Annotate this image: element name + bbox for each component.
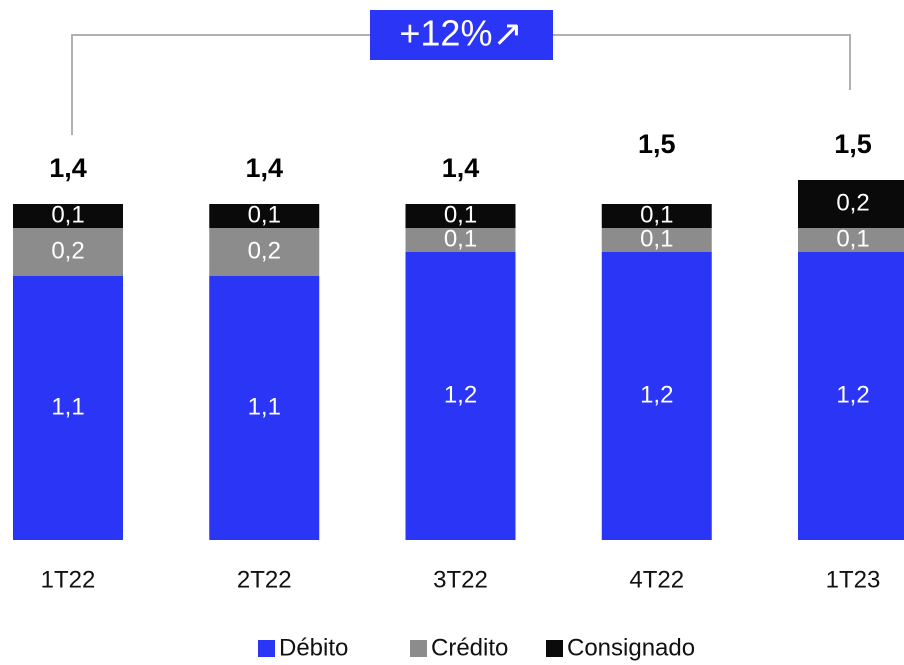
value-label: 1,1 [248,393,281,420]
legend-swatch [258,640,275,657]
value-label: 0,1 [640,201,673,228]
value-label: 0,1 [836,225,869,252]
value-label: 0,1 [248,201,281,228]
bar-segment [798,180,904,228]
value-label: 0,2 [248,237,281,264]
bar-segment [13,276,123,540]
value-label: 0,1 [640,225,673,252]
legend-label: Débito [279,634,348,661]
value-label: 0,1 [444,201,477,228]
legend-swatch [546,640,563,657]
annotation-box [370,10,553,60]
bar-segment [209,228,320,276]
value-label: 0,2 [836,189,869,216]
bar-segment [209,276,320,540]
legend-swatch [410,640,427,657]
x-tick-label: 3T22 [433,566,488,593]
bar-segment [13,204,123,228]
value-label: 1,2 [836,381,869,408]
bar-segment [601,228,712,252]
x-tick-label: 1T22 [41,566,96,593]
x-tick-label: 4T22 [629,566,684,593]
x-tick-label: 1T23 [826,566,881,593]
total-label: 1,4 [245,153,283,183]
value-label: 1,1 [51,393,84,420]
total-label: 1,4 [49,153,87,183]
total-label: 1,4 [442,153,480,183]
bar-segment [405,228,516,252]
value-label: 0,2 [51,237,84,264]
value-label: 1,2 [640,381,673,408]
bar-segment [209,204,320,228]
value-label: 1,2 [444,381,477,408]
total-label: 1,5 [638,129,676,159]
total-label: 1,5 [834,129,872,159]
bar-segment [405,204,516,228]
x-tick-label: 2T22 [237,566,292,593]
bar-segment [601,204,712,228]
legend-label: Crédito [431,634,508,661]
bar-segment [798,252,904,540]
bar-segment [798,228,904,252]
value-label: 0,1 [51,201,84,228]
legend-label: Consignado [567,634,695,661]
annotation: +12%↗ [399,13,522,54]
bar-segment [405,252,516,540]
bar-segment [601,252,712,540]
bar-segment [13,228,123,276]
value-label: 0,1 [444,225,477,252]
